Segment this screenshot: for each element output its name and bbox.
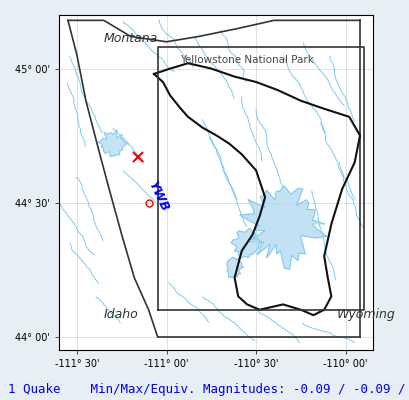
Polygon shape <box>227 257 243 278</box>
Text: YWB: YWB <box>145 179 170 214</box>
Text: Wyoming: Wyoming <box>336 308 395 321</box>
Text: Idaho: Idaho <box>103 308 138 321</box>
Text: Yellowstone National Park: Yellowstone National Park <box>180 55 313 65</box>
Polygon shape <box>231 228 263 258</box>
Text: Montana: Montana <box>103 32 158 45</box>
Polygon shape <box>97 130 129 156</box>
Polygon shape <box>239 186 326 269</box>
Text: 1 Quake    Min/Max/Equiv. Magnitudes: -0.09 / -0.09 / -0.090: 1 Quake Min/Max/Equiv. Magnitudes: -0.09… <box>8 383 409 396</box>
